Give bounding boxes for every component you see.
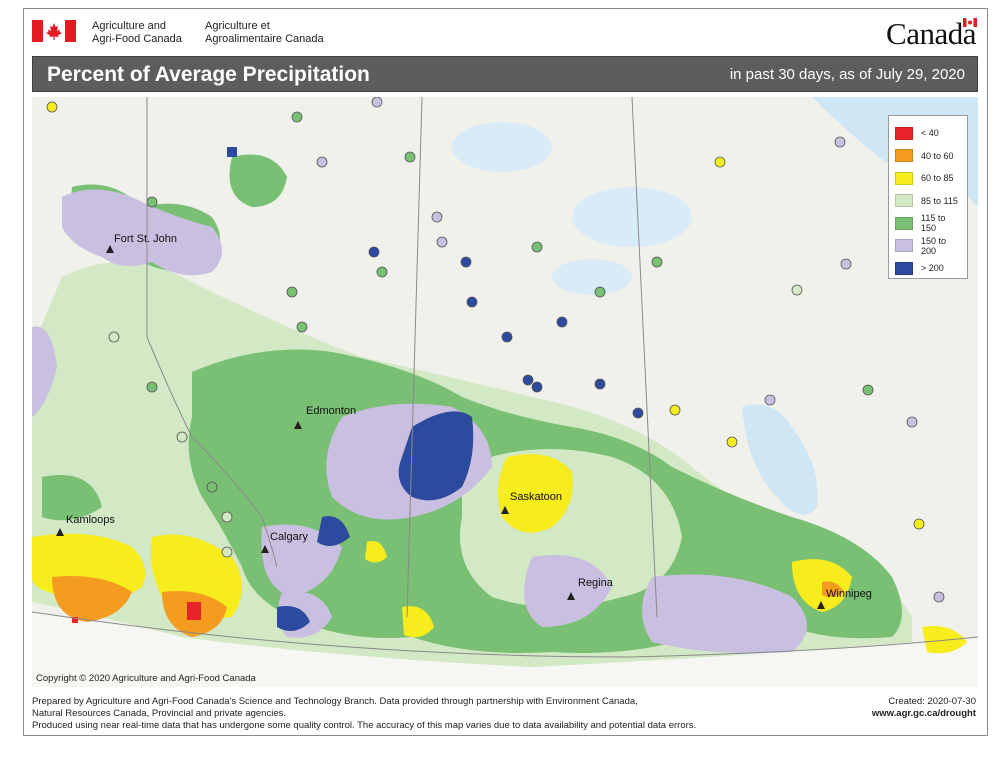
map-title: Percent of Average Precipitation	[47, 63, 370, 86]
department-name-french: Agriculture et Agroalimentaire Canada	[205, 20, 324, 45]
footer: Prepared by Agriculture and Agri-Food Ca…	[32, 696, 978, 734]
city-marker-calgary	[261, 545, 269, 553]
zone-60-85-east	[922, 626, 967, 654]
city-marker-edmonton	[294, 421, 302, 429]
lake-winnipeg	[742, 404, 818, 515]
zone-60-85-south-sk	[402, 606, 434, 638]
city-label-kamloops: Kamloops	[66, 514, 115, 526]
city-label-saskatoon: Saskatoon	[510, 491, 562, 503]
precipitation-map	[32, 97, 978, 687]
legend-label: 85 to 115	[921, 195, 958, 206]
city-marker-fort-st-john	[106, 245, 114, 253]
city-marker-kamloops	[56, 528, 64, 536]
zone-150-200-west-edge	[32, 326, 57, 417]
map-legend: < 40 40 to 60 60 to 85 85 to 115 115 to …	[888, 115, 968, 279]
city-marker-winnipeg	[817, 601, 825, 609]
city-label-edmonton: Edmonton	[306, 405, 357, 417]
legend-swatch	[895, 126, 913, 140]
zone-115-150-north-ab	[229, 154, 287, 207]
zone-60-85-saskatoon	[498, 454, 573, 533]
zone-40-60-winnipeg	[822, 581, 844, 597]
legend-swatch	[895, 216, 913, 230]
legend-label: 150 to 200	[921, 235, 947, 256]
drought-url-link[interactable]: www.agr.gc.ca/drought	[871, 708, 976, 719]
footer-line-1: Prepared by Agriculture and Agri-Food Ca…	[32, 696, 638, 707]
zone-150-200-regina	[524, 555, 612, 627]
northern-lakes	[572, 187, 692, 247]
border-bc-ab	[146, 97, 278, 568]
title-bar: Percent of Average Precipitation in past…	[32, 56, 978, 92]
legend-row: 40 to 60	[895, 145, 961, 168]
legend-row: < 40	[895, 122, 961, 145]
zone-60-85-ab-patch	[365, 541, 387, 563]
border-sk-mb	[631, 97, 658, 618]
legend-swatch	[895, 149, 913, 163]
footer-notes: Prepared by Agriculture and Agri-Food Ca…	[32, 696, 822, 732]
city-label-winnipeg: Winnipeg	[826, 588, 872, 600]
city-label-fort-st-john: Fort St. John	[114, 233, 177, 245]
canada-wordmark: Canada	[886, 16, 976, 51]
footer-line-2: Natural Resources Canada, Provincial and…	[32, 708, 286, 719]
legend-label: > 200	[921, 263, 944, 274]
zone-40-60-bc	[52, 576, 132, 622]
stations	[46, 97, 945, 603]
created-date: Created: 2020-07-30	[888, 696, 976, 707]
us-area	[32, 612, 978, 687]
legend-row: 85 to 115	[895, 190, 961, 213]
zone-150-200-north-bc	[62, 189, 222, 276]
legend-swatch	[895, 194, 913, 208]
footer-line-3: Produced using near real-time data that …	[32, 720, 697, 731]
border-ab-sk	[406, 97, 423, 618]
legend-row: 60 to 85	[895, 167, 961, 190]
map-canvas	[32, 97, 978, 687]
wordmark-flag-icon	[963, 18, 977, 27]
zone-lt-40-bc	[72, 617, 78, 623]
zone-115-150-kamloops	[42, 475, 102, 521]
lake-athabasca	[452, 122, 552, 172]
zone-gt-200-central	[398, 411, 474, 501]
zone-gt-200-north	[227, 147, 237, 157]
zone-150-200-south-sk	[642, 574, 807, 654]
legend-swatch	[895, 239, 913, 253]
footer-meta: Created: 2020-07-30 www.agr.gc.ca/drough…	[872, 696, 976, 720]
legend-row: > 200	[895, 257, 961, 280]
legend-label: 60 to 85	[921, 173, 954, 184]
copyright-notice: Copyright © 2020 Agriculture and Agri-Fo…	[36, 673, 256, 684]
legend-label: 40 to 60	[921, 150, 954, 161]
canada-flag-icon	[32, 20, 76, 42]
city-label-regina: Regina	[578, 577, 613, 589]
department-name-english: Agriculture and Agri-Food Canada	[92, 20, 182, 45]
legend-swatch	[895, 261, 913, 275]
zone-gt-200-calgary	[317, 516, 350, 546]
legend-swatch	[895, 171, 913, 185]
city-marker-saskatoon	[501, 506, 509, 514]
legend-row: 150 to 200	[895, 235, 961, 258]
lake-region-sk	[552, 259, 632, 295]
border-us	[32, 611, 978, 658]
legend-label: 115 to 150	[921, 213, 946, 234]
zone-lt-40-kootenay	[187, 602, 201, 620]
legend-label: < 40	[921, 128, 939, 139]
city-marker-regina	[567, 592, 575, 600]
city-label-calgary: Calgary	[270, 531, 308, 543]
zone-gt-200-south-ab	[277, 606, 310, 631]
legend-row: 115 to 150	[895, 212, 961, 235]
map-subtitle: in past 30 days, as of July 29, 2020	[729, 66, 965, 83]
header: Agriculture and Agri-Food Canada Agricul…	[30, 14, 980, 52]
